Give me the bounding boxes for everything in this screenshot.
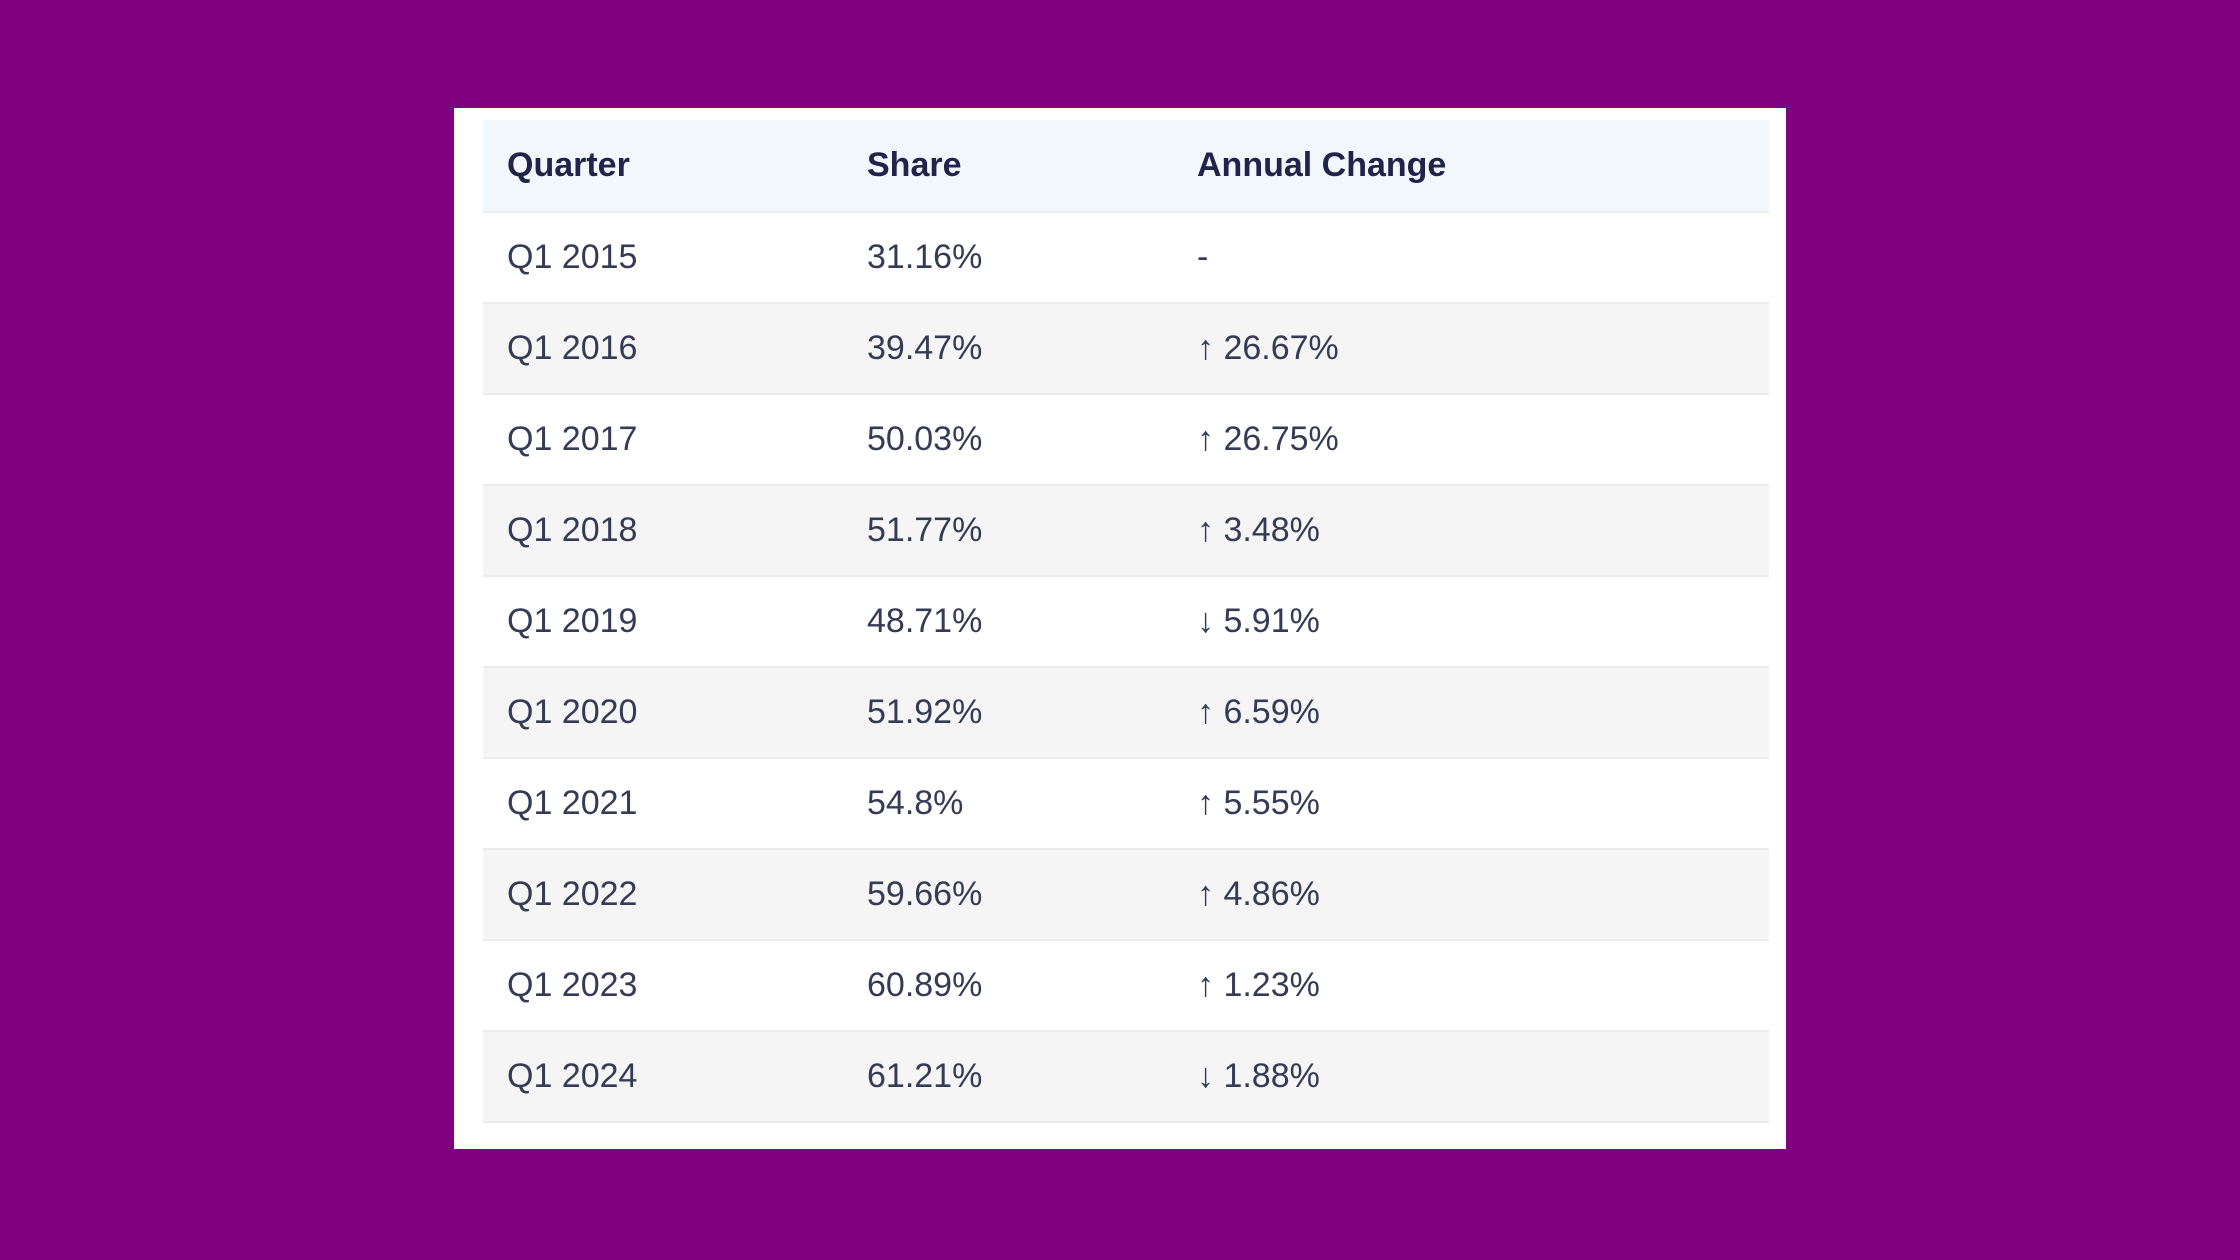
quarter-cell: Q1 2020 xyxy=(507,693,638,731)
table-row: Q1 2023 60.89% ↑ 1.23% xyxy=(483,940,1769,1031)
quarter-cell: Q1 2022 xyxy=(507,875,638,913)
quarter-cell: Q1 2016 xyxy=(507,329,638,367)
share-cell: 50.03% xyxy=(867,420,983,458)
annual-change-cell: ↓ 1.88% xyxy=(1197,1057,1320,1095)
annual-change-cell: ↑ 3.48% xyxy=(1197,511,1320,549)
annual-change-cell: ↑ 5.55% xyxy=(1197,784,1320,822)
annual-change-cell: ↑ 6.59% xyxy=(1197,693,1320,731)
table-row: Q1 2021 54.8% ↑ 5.55% xyxy=(483,758,1769,849)
share-cell: 31.16% xyxy=(867,238,983,276)
annual-change-cell: ↑ 26.75% xyxy=(1197,420,1339,458)
annual-change-cell: ↑ 4.86% xyxy=(1197,875,1320,913)
quarter-cell: Q1 2018 xyxy=(507,511,638,549)
column-header-share: Share xyxy=(843,120,1173,213)
share-cell: 54.8% xyxy=(867,784,964,822)
table-row: Q1 2018 51.77% ↑ 3.48% xyxy=(483,485,1769,576)
annual-change-cell: ↓ 5.91% xyxy=(1197,602,1320,640)
quarter-cell: Q1 2023 xyxy=(507,966,638,1004)
table-header: Quarter Share Annual Change xyxy=(483,120,1769,213)
annual-change-cell: ↑ 26.67% xyxy=(1197,329,1339,367)
column-header-quarter: Quarter xyxy=(483,120,843,213)
header-row: Quarter Share Annual Change xyxy=(483,120,1769,213)
share-cell: 48.71% xyxy=(867,602,983,640)
table-card: Quarter Share Annual Change Q1 2015 31.1… xyxy=(454,108,1786,1149)
quarter-cell: Q1 2019 xyxy=(507,602,638,640)
quarter-cell: Q1 2021 xyxy=(507,784,638,822)
share-cell: 60.89% xyxy=(867,966,983,1004)
table-row: Q1 2017 50.03% ↑ 26.75% xyxy=(483,394,1769,485)
table-row: Q1 2015 31.16% - xyxy=(483,212,1769,303)
table-body: Q1 2015 31.16% - Q1 2016 39.47% ↑ 26.67%… xyxy=(483,212,1769,1122)
share-cell: 39.47% xyxy=(867,329,983,367)
table-row: Q1 2016 39.47% ↑ 26.67% xyxy=(483,303,1769,394)
share-cell: 59.66% xyxy=(867,875,983,913)
share-cell: 51.92% xyxy=(867,693,983,731)
table-row: Q1 2019 48.71% ↓ 5.91% xyxy=(483,576,1769,667)
column-header-annual-change: Annual Change xyxy=(1173,120,1769,213)
quarter-cell: Q1 2017 xyxy=(507,420,638,458)
quarterly-share-table: Quarter Share Annual Change Q1 2015 31.1… xyxy=(483,120,1769,1123)
table-row: Q1 2022 59.66% ↑ 4.86% xyxy=(483,849,1769,940)
annual-change-cell: - xyxy=(1197,238,1209,276)
table-row: Q1 2024 61.21% ↓ 1.88% xyxy=(483,1031,1769,1122)
annual-change-cell: ↑ 1.23% xyxy=(1197,966,1320,1004)
quarter-cell: Q1 2024 xyxy=(507,1057,638,1095)
table-row: Q1 2020 51.92% ↑ 6.59% xyxy=(483,667,1769,758)
share-cell: 61.21% xyxy=(867,1057,983,1095)
quarter-cell: Q1 2015 xyxy=(507,238,638,276)
share-cell: 51.77% xyxy=(867,511,983,549)
